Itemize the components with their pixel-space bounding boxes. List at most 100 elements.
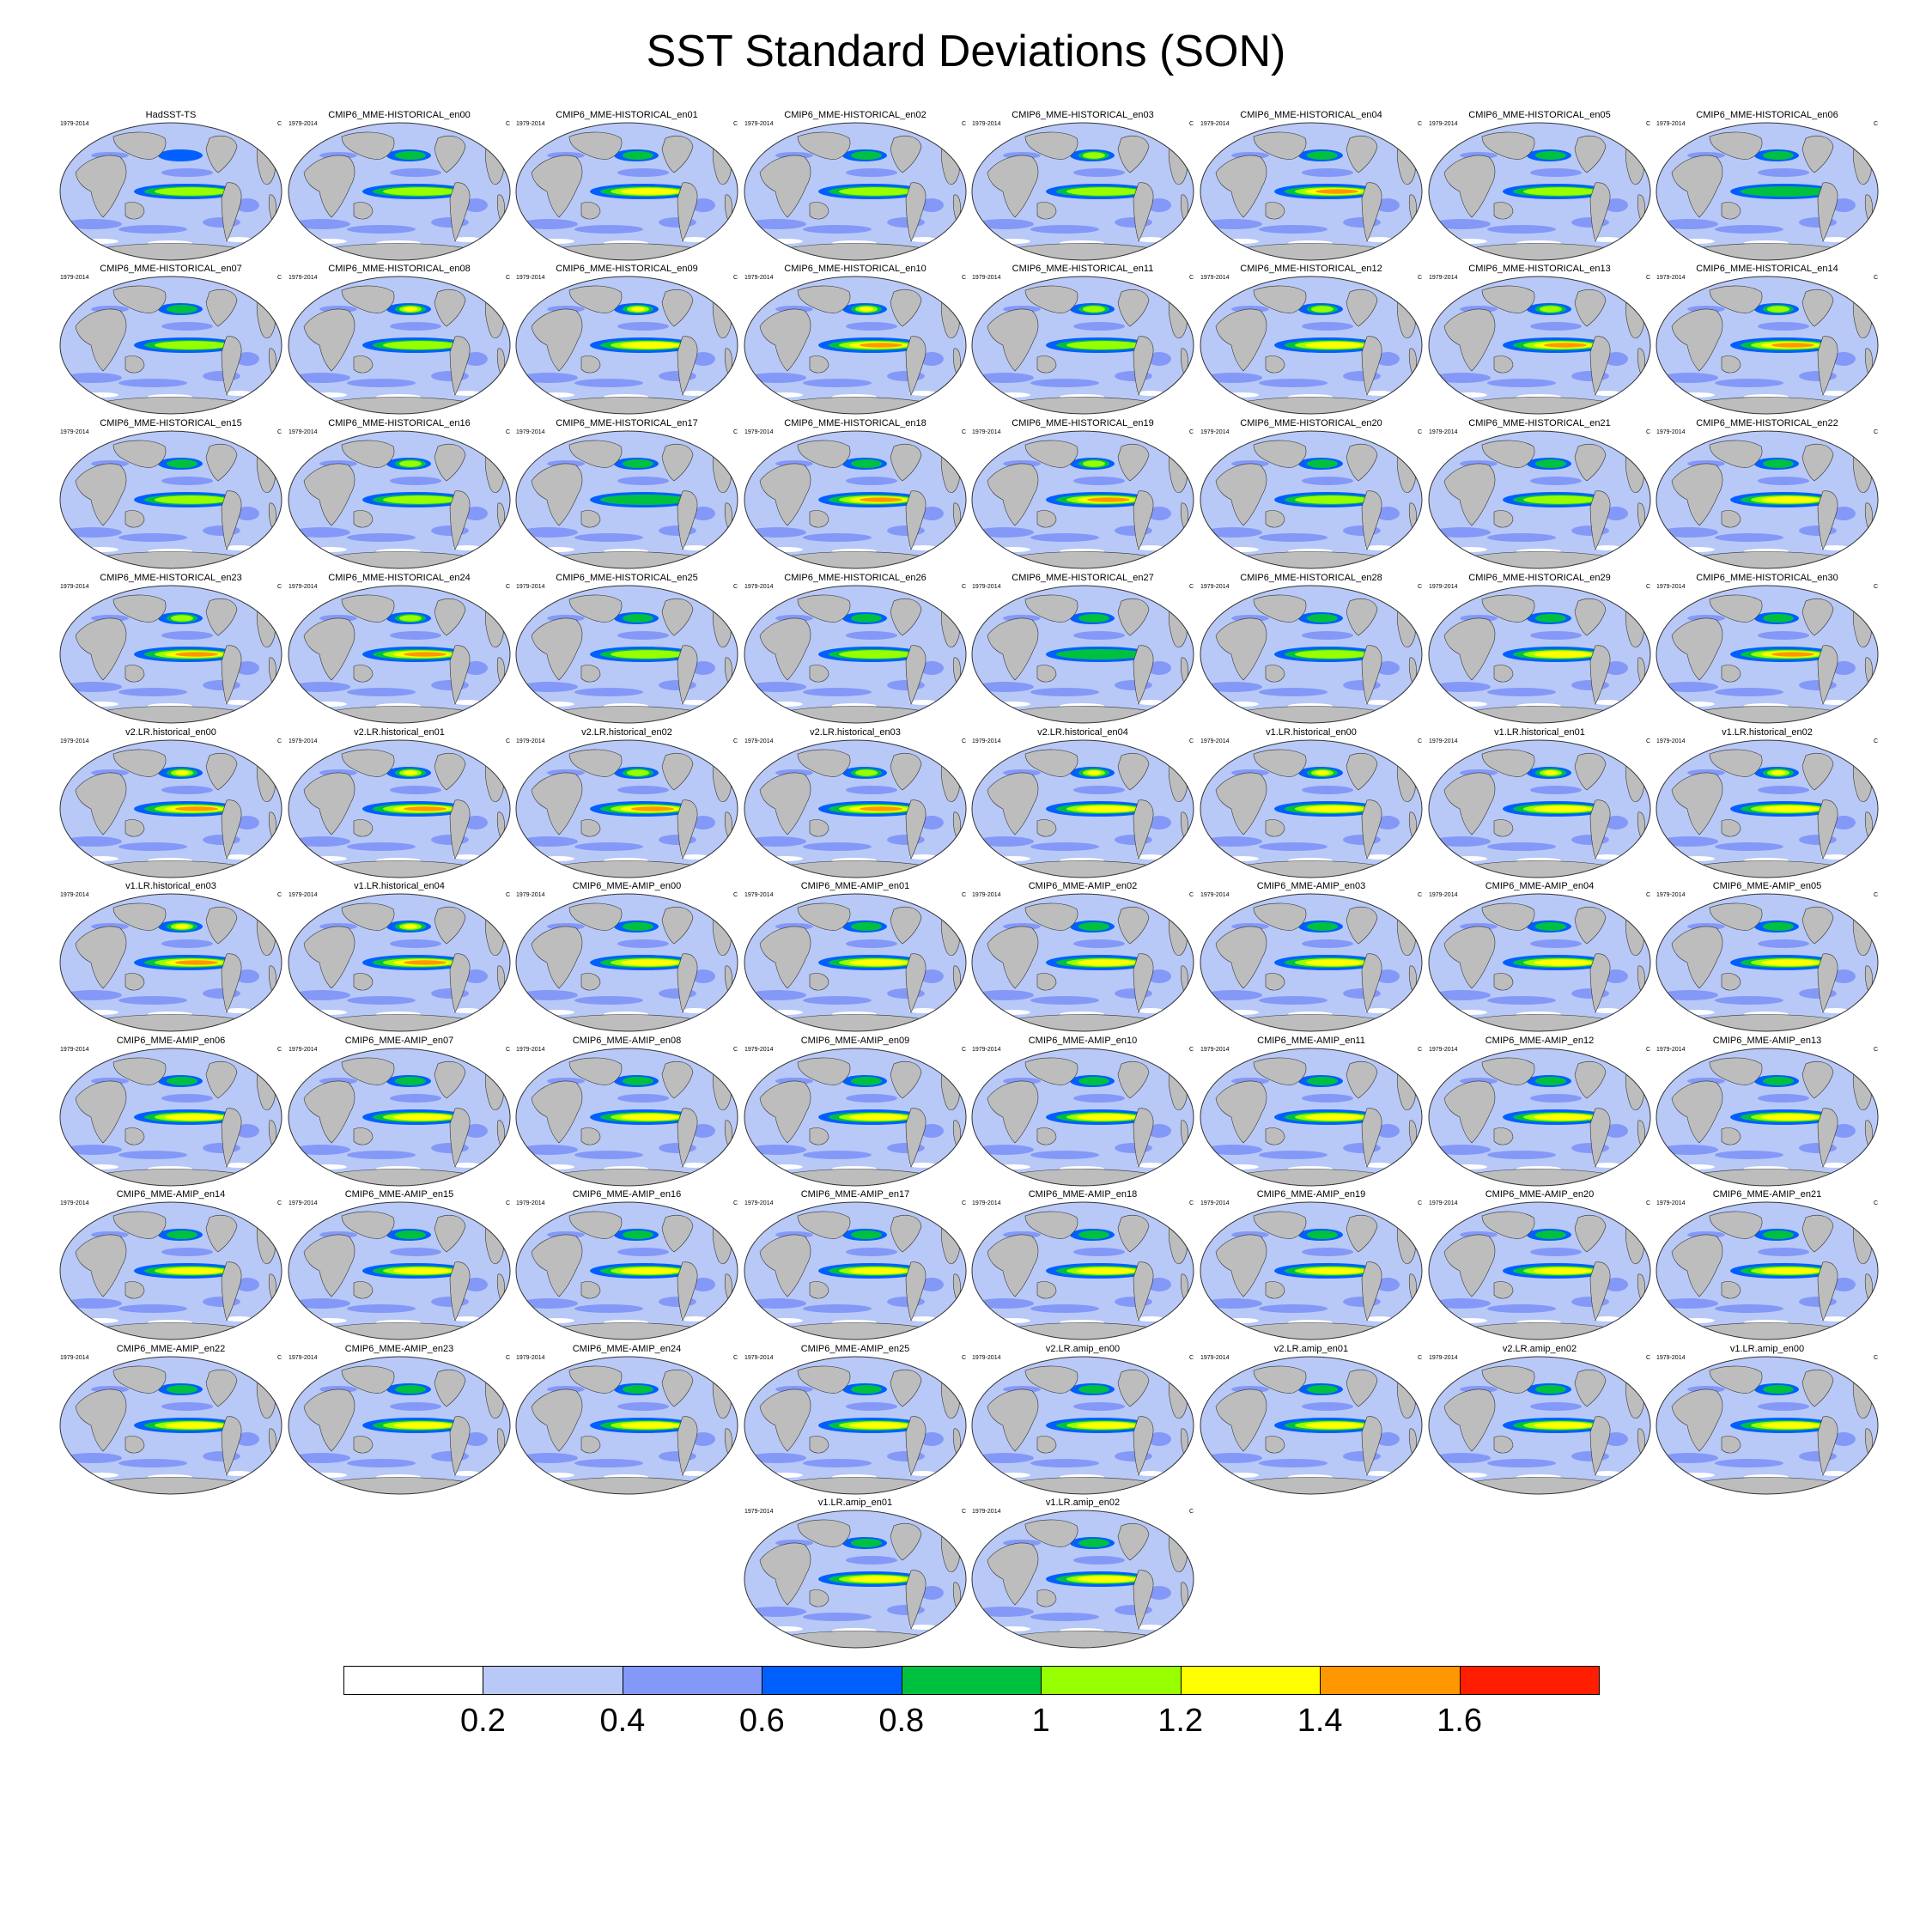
enso-tongue [621,188,679,195]
variance-patch [1530,168,1582,177]
panel-units: C [961,738,966,744]
land-mass [1361,490,1382,550]
land-mass [1688,1322,1846,1340]
land-mass [1709,902,1763,931]
variance-patch [1758,1248,1809,1256]
variance-patch [1487,533,1556,542]
sst-map [59,122,283,261]
land-mass [548,1322,706,1340]
land-mass [1133,1108,1154,1168]
land-mass [303,1388,355,1452]
land-mass [1589,799,1611,860]
land-mass [890,1061,922,1099]
enso-tongue [165,1267,223,1274]
variance-patch [161,939,213,948]
land-mass [1004,1477,1162,1494]
land-mass [677,645,698,705]
land-mass [221,490,242,550]
variance-patch [1073,477,1125,485]
enso-tongue [621,959,679,966]
enso-tongue [621,342,679,349]
north-pacific-patch [1535,614,1566,623]
variance-patch [1487,842,1556,851]
land-mass [1850,745,1862,756]
land-mass [987,1542,1039,1606]
variance-patch [1660,836,1718,847]
land-mass [353,510,374,528]
variance-patch [1030,225,1099,234]
land-mass [797,285,851,313]
north-pacific-patch [1540,306,1562,313]
land-mass [890,136,922,173]
sst-map [59,276,283,415]
variance-patch [235,816,259,829]
low-variance-patch [1453,239,1487,244]
variance-patch [975,527,1034,538]
land-mass [1709,440,1763,468]
land-mass [353,819,374,837]
north-atlantic-patch [1626,288,1633,296]
panel-period: 1979-2014 [1656,275,1686,281]
panel-units: C [276,429,282,435]
land-mass [759,1080,811,1144]
map-outline [288,1201,511,1340]
low-variance-patch [313,1318,347,1323]
panel-period: 1979-2014 [1656,892,1686,898]
map-panel: CMIP6_MME-HISTORICAL_en22 1979-2014 C [1655,417,1880,570]
panel-title: CMIP6_MME-AMIP_en07 [344,1036,454,1046]
land-mass [809,1589,829,1607]
land-mass [1671,155,1723,218]
north-atlantic-patch [486,597,493,605]
land-mass [677,953,698,1013]
variance-patch [1073,1094,1125,1103]
land-mass [987,1080,1039,1144]
low-variance-patch [909,545,937,550]
variance-patch [1432,682,1491,692]
land-mass [75,1388,127,1452]
land-mass [1361,645,1382,705]
enso-tongue [175,960,218,965]
variance-patch [846,1402,897,1411]
land-mass [1265,1436,1285,1454]
panel-title: CMIP6_MME-AMIP_en05 [1712,881,1822,891]
panel-title: CMIP6_MME-AMIP_en18 [1028,1189,1138,1200]
variance-patch [1259,1459,1327,1467]
figure-title: SST Standard Deviations (SON) [646,27,1286,76]
land-mass [1232,1169,1390,1186]
land-mass [531,1234,583,1297]
low-variance-patch [1137,391,1164,396]
low-variance-patch [1453,392,1487,398]
variance-patch [1147,661,1171,675]
variance-patch [1715,1151,1783,1159]
variance-patch [161,1402,213,1411]
enso-tongue [404,960,447,965]
low-variance-patch [681,854,708,860]
low-variance-patch [1821,1471,1849,1476]
sst-map [1656,1048,1879,1187]
north-atlantic-patch [483,749,496,766]
map-outline [1428,893,1651,1032]
panel-period: 1979-2014 [1656,121,1686,127]
panel-title: CMIP6_MME-HISTORICAL_en09 [556,264,698,274]
land-mass [434,1061,466,1099]
panel-period: 1979-2014 [289,275,318,281]
variance-patch [1030,1613,1099,1621]
panel-period: 1979-2014 [60,1047,89,1053]
variance-patch [617,786,669,794]
land-mass [809,973,829,991]
panel-period: 1979-2014 [1429,1355,1458,1361]
variance-patch [1073,168,1125,177]
panel-title: CMIP6_MME-HISTORICAL_en30 [1696,573,1838,583]
north-pacific-patch [1078,1539,1109,1547]
north-atlantic-patch [942,288,949,296]
north-pacific-patch [1535,1230,1566,1239]
north-pacific-patch [1083,306,1105,313]
land-mass [1361,1416,1382,1476]
panel-period: 1979-2014 [1200,121,1230,127]
north-atlantic-patch [1854,288,1861,296]
land-mass [548,243,706,260]
land-mass [1036,510,1057,528]
land-mass [112,1365,167,1394]
map-panel: CMIP6_MME-AMIP_en13 1979-2014 C [1655,1035,1880,1188]
north-pacific-patch [1307,922,1338,931]
